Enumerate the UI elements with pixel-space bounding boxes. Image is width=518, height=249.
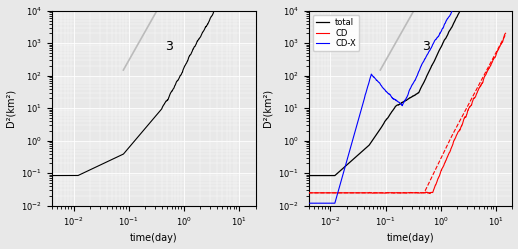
Legend: total, CD, CD-X: total, CD, CD-X <box>313 15 359 51</box>
total <box>306 174 312 177</box>
CD <box>502 32 509 35</box>
CD-X <box>391 98 397 101</box>
CD <box>339 191 345 194</box>
CD-X <box>339 177 345 180</box>
total <box>391 107 397 110</box>
CD <box>427 192 433 195</box>
Y-axis label: D²(km²): D²(km²) <box>6 89 16 127</box>
Text: 3: 3 <box>423 41 430 54</box>
Text: 3: 3 <box>166 41 174 54</box>
X-axis label: time(day): time(day) <box>387 234 434 244</box>
Line: CD-X: CD-X <box>309 0 506 203</box>
CD-X <box>372 77 378 80</box>
CD-X <box>409 83 415 86</box>
total <box>339 168 345 171</box>
total <box>372 135 378 138</box>
CD <box>372 191 378 194</box>
CD-X <box>413 76 419 79</box>
CD-X <box>306 202 312 205</box>
total <box>413 93 419 96</box>
CD <box>391 191 397 194</box>
CD-X <box>332 202 338 205</box>
CD <box>332 191 338 194</box>
total <box>332 174 338 177</box>
Y-axis label: D²(km²): D²(km²) <box>263 89 272 127</box>
Line: total: total <box>309 0 506 176</box>
CD <box>413 191 419 194</box>
Line: CD: CD <box>309 33 506 193</box>
X-axis label: time(day): time(day) <box>130 234 177 244</box>
CD <box>306 191 312 194</box>
CD <box>409 191 415 194</box>
total <box>409 95 415 98</box>
